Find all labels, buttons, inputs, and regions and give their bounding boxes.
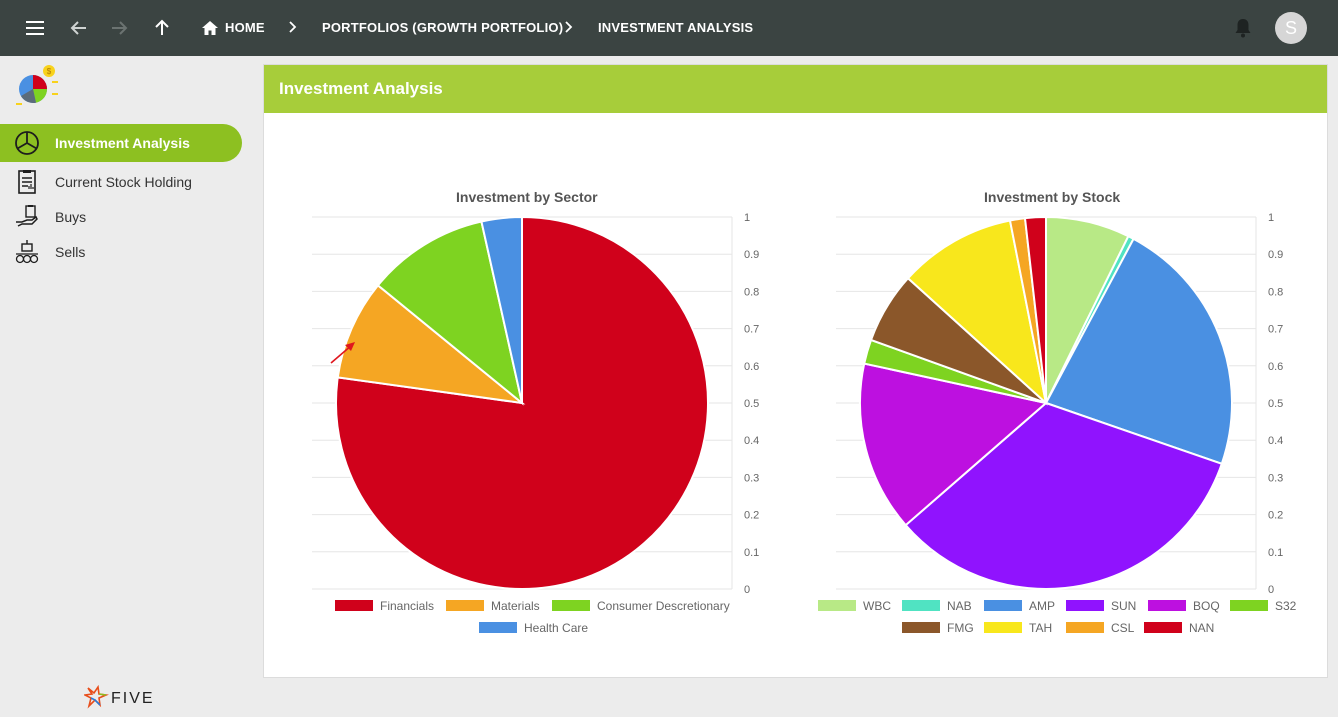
y-tick-label: 1 bbox=[1268, 212, 1274, 224]
y-tick-label: 0 bbox=[1268, 584, 1274, 596]
app-logo-icon: $ bbox=[16, 65, 58, 105]
chart-investment-by-stock: Investment by Stock 1 0.9 0.8 0.7 0.6 0.5 0.4 0… bbox=[809, 185, 1309, 645]
legend-swatch bbox=[552, 600, 590, 611]
pie-slice-tah[interactable] bbox=[906, 219, 1048, 406]
pie-slice-materials[interactable] bbox=[336, 283, 526, 405]
breadcrumb-investment-analysis: INVESTMENT ANALYSIS bbox=[598, 20, 754, 35]
legend-label[interactable]: BOQ bbox=[1193, 599, 1220, 613]
y-tick-label: 0 bbox=[744, 584, 750, 596]
sidebar-item-label: Investment Analysis bbox=[55, 135, 190, 151]
legend-swatch bbox=[1230, 600, 1268, 611]
y-tick-label: 0.7 bbox=[744, 324, 759, 336]
menu-icon[interactable] bbox=[21, 14, 49, 42]
main-panel: Investment Analysis Investment by Sector… bbox=[263, 64, 1328, 678]
y-tick-label: 0.9 bbox=[1268, 249, 1283, 261]
pie-chart-icon bbox=[15, 131, 39, 155]
chart-investment-by-sector: Investment by Sector 1 0.9 0.8 0.7 0.6 0.5 0.4… bbox=[304, 185, 784, 645]
document-chart-icon bbox=[18, 170, 36, 194]
legend-label[interactable]: SUN bbox=[1111, 599, 1136, 613]
y-tick-label: 0.6 bbox=[744, 361, 759, 373]
up-arrow-icon[interactable] bbox=[148, 14, 176, 42]
y-tick-label: 0.1 bbox=[1268, 547, 1283, 559]
sidebar-item-label: Sells bbox=[55, 244, 86, 260]
legend-label[interactable]: NAB bbox=[947, 599, 972, 613]
forward-arrow-icon[interactable] bbox=[105, 14, 133, 42]
home-icon[interactable] bbox=[196, 14, 224, 42]
legend-swatch bbox=[984, 622, 1022, 633]
sidebar: $ Investment Analysis Current Stock Hold… bbox=[0, 56, 255, 717]
y-tick-label: 0.7 bbox=[1268, 324, 1283, 336]
pie-chart-sector: 1 0.9 0.8 0.7 0.6 0.5 0.4 0.3 0.2 0.1 0 Financials M… bbox=[312, 212, 759, 635]
notification-bell-icon[interactable] bbox=[1229, 14, 1257, 42]
y-tick-label: 0.5 bbox=[1268, 398, 1283, 410]
sidebar-item-label: Current Stock Holding bbox=[55, 174, 192, 190]
y-tick-label: 1 bbox=[744, 212, 750, 224]
annotation-arrow-icon bbox=[330, 342, 355, 364]
sidebar-item-label: Buys bbox=[55, 209, 87, 225]
sidebar-item-investment-analysis[interactable]: Investment Analysis bbox=[0, 124, 242, 162]
legend-swatch bbox=[902, 600, 940, 611]
pie-slice-amp[interactable] bbox=[1044, 237, 1233, 466]
legend-label[interactable]: CSL bbox=[1111, 621, 1135, 635]
legend-label[interactable]: Materials bbox=[491, 599, 540, 613]
pie-chart-stock: 1 0.9 0.8 0.7 0.6 0.5 0.4 0.3 0.2 0.1 0 WBC NAB AMP SU… bbox=[818, 212, 1297, 635]
legend-swatch bbox=[1148, 600, 1186, 611]
back-arrow-icon[interactable] bbox=[65, 14, 93, 42]
legend-label[interactable]: AMP bbox=[1029, 599, 1055, 613]
legend-label[interactable]: Financials bbox=[380, 599, 434, 613]
chart-title: Investment by Sector bbox=[456, 189, 598, 205]
pie-slice-consumer-descretionary[interactable] bbox=[376, 220, 524, 406]
y-tick-label: 0.2 bbox=[1268, 510, 1283, 522]
legend-label[interactable]: Consumer Descretionary bbox=[597, 599, 730, 613]
y-tick-label: 0.1 bbox=[744, 547, 759, 559]
sidebar-item-sells[interactable]: Sells bbox=[0, 233, 242, 271]
chart-title: Investment by Stock bbox=[984, 189, 1121, 205]
legend-swatch bbox=[902, 622, 940, 633]
legend-swatch bbox=[1066, 622, 1104, 633]
legend-swatch bbox=[479, 622, 517, 633]
y-tick-label: 0.9 bbox=[744, 249, 759, 261]
legend-label[interactable]: NAN bbox=[1189, 621, 1214, 635]
y-tick-label: 0.5 bbox=[744, 398, 759, 410]
breadcrumb-portfolios[interactable]: PORTFOLIOS (GROWTH PORTFOLIO) bbox=[322, 20, 564, 35]
y-tick-label: 0.2 bbox=[744, 510, 759, 522]
page-title: Investment Analysis bbox=[279, 79, 443, 98]
hand-money-icon bbox=[16, 205, 38, 227]
y-tick-label: 0.8 bbox=[744, 286, 759, 298]
legend-swatch bbox=[335, 600, 373, 611]
sidebar-item-current-stock-holding[interactable]: Current Stock Holding bbox=[0, 163, 242, 201]
legend-swatch bbox=[446, 600, 484, 611]
pie-slice-boq[interactable] bbox=[859, 362, 1049, 527]
five-logo: FIVE bbox=[84, 684, 155, 709]
legend-swatch bbox=[1144, 622, 1182, 633]
breadcrumb-home[interactable]: HOME bbox=[225, 20, 265, 35]
legend-label[interactable]: S32 bbox=[1275, 599, 1297, 613]
top-bar: HOME PORTFOLIOS (GROWTH PORTFOLIO) INVES… bbox=[0, 0, 1338, 56]
legend-swatch bbox=[1066, 600, 1104, 611]
svg-text:$: $ bbox=[47, 67, 52, 76]
chevron-right-icon bbox=[565, 21, 573, 33]
money-stack-icon bbox=[15, 240, 39, 264]
legend-swatch bbox=[818, 600, 856, 611]
y-tick-label: 0.8 bbox=[1268, 286, 1283, 298]
legend-label[interactable]: FMG bbox=[947, 621, 974, 635]
legend-label[interactable]: TAH bbox=[1029, 621, 1052, 635]
legend-label[interactable]: WBC bbox=[863, 599, 891, 613]
y-tick-label: 0.4 bbox=[1268, 435, 1283, 447]
legend-label[interactable]: Health Care bbox=[524, 621, 588, 635]
five-brand-text: FIVE bbox=[111, 690, 155, 707]
pie-slice-health-care[interactable] bbox=[480, 215, 523, 404]
legend-swatch bbox=[984, 600, 1022, 611]
chevron-right-icon bbox=[289, 21, 297, 33]
avatar[interactable]: S bbox=[1275, 12, 1307, 44]
y-tick-label: 0.3 bbox=[1268, 472, 1283, 484]
pie-slice-nan[interactable] bbox=[1023, 215, 1047, 404]
y-tick-label: 0.4 bbox=[744, 435, 759, 447]
y-tick-label: 0.6 bbox=[1268, 361, 1283, 373]
sidebar-item-buys[interactable]: Buys bbox=[0, 198, 242, 236]
panel-header: Investment Analysis bbox=[264, 65, 1327, 113]
y-tick-label: 0.3 bbox=[744, 472, 759, 484]
pie-slice-sun[interactable] bbox=[904, 401, 1224, 590]
